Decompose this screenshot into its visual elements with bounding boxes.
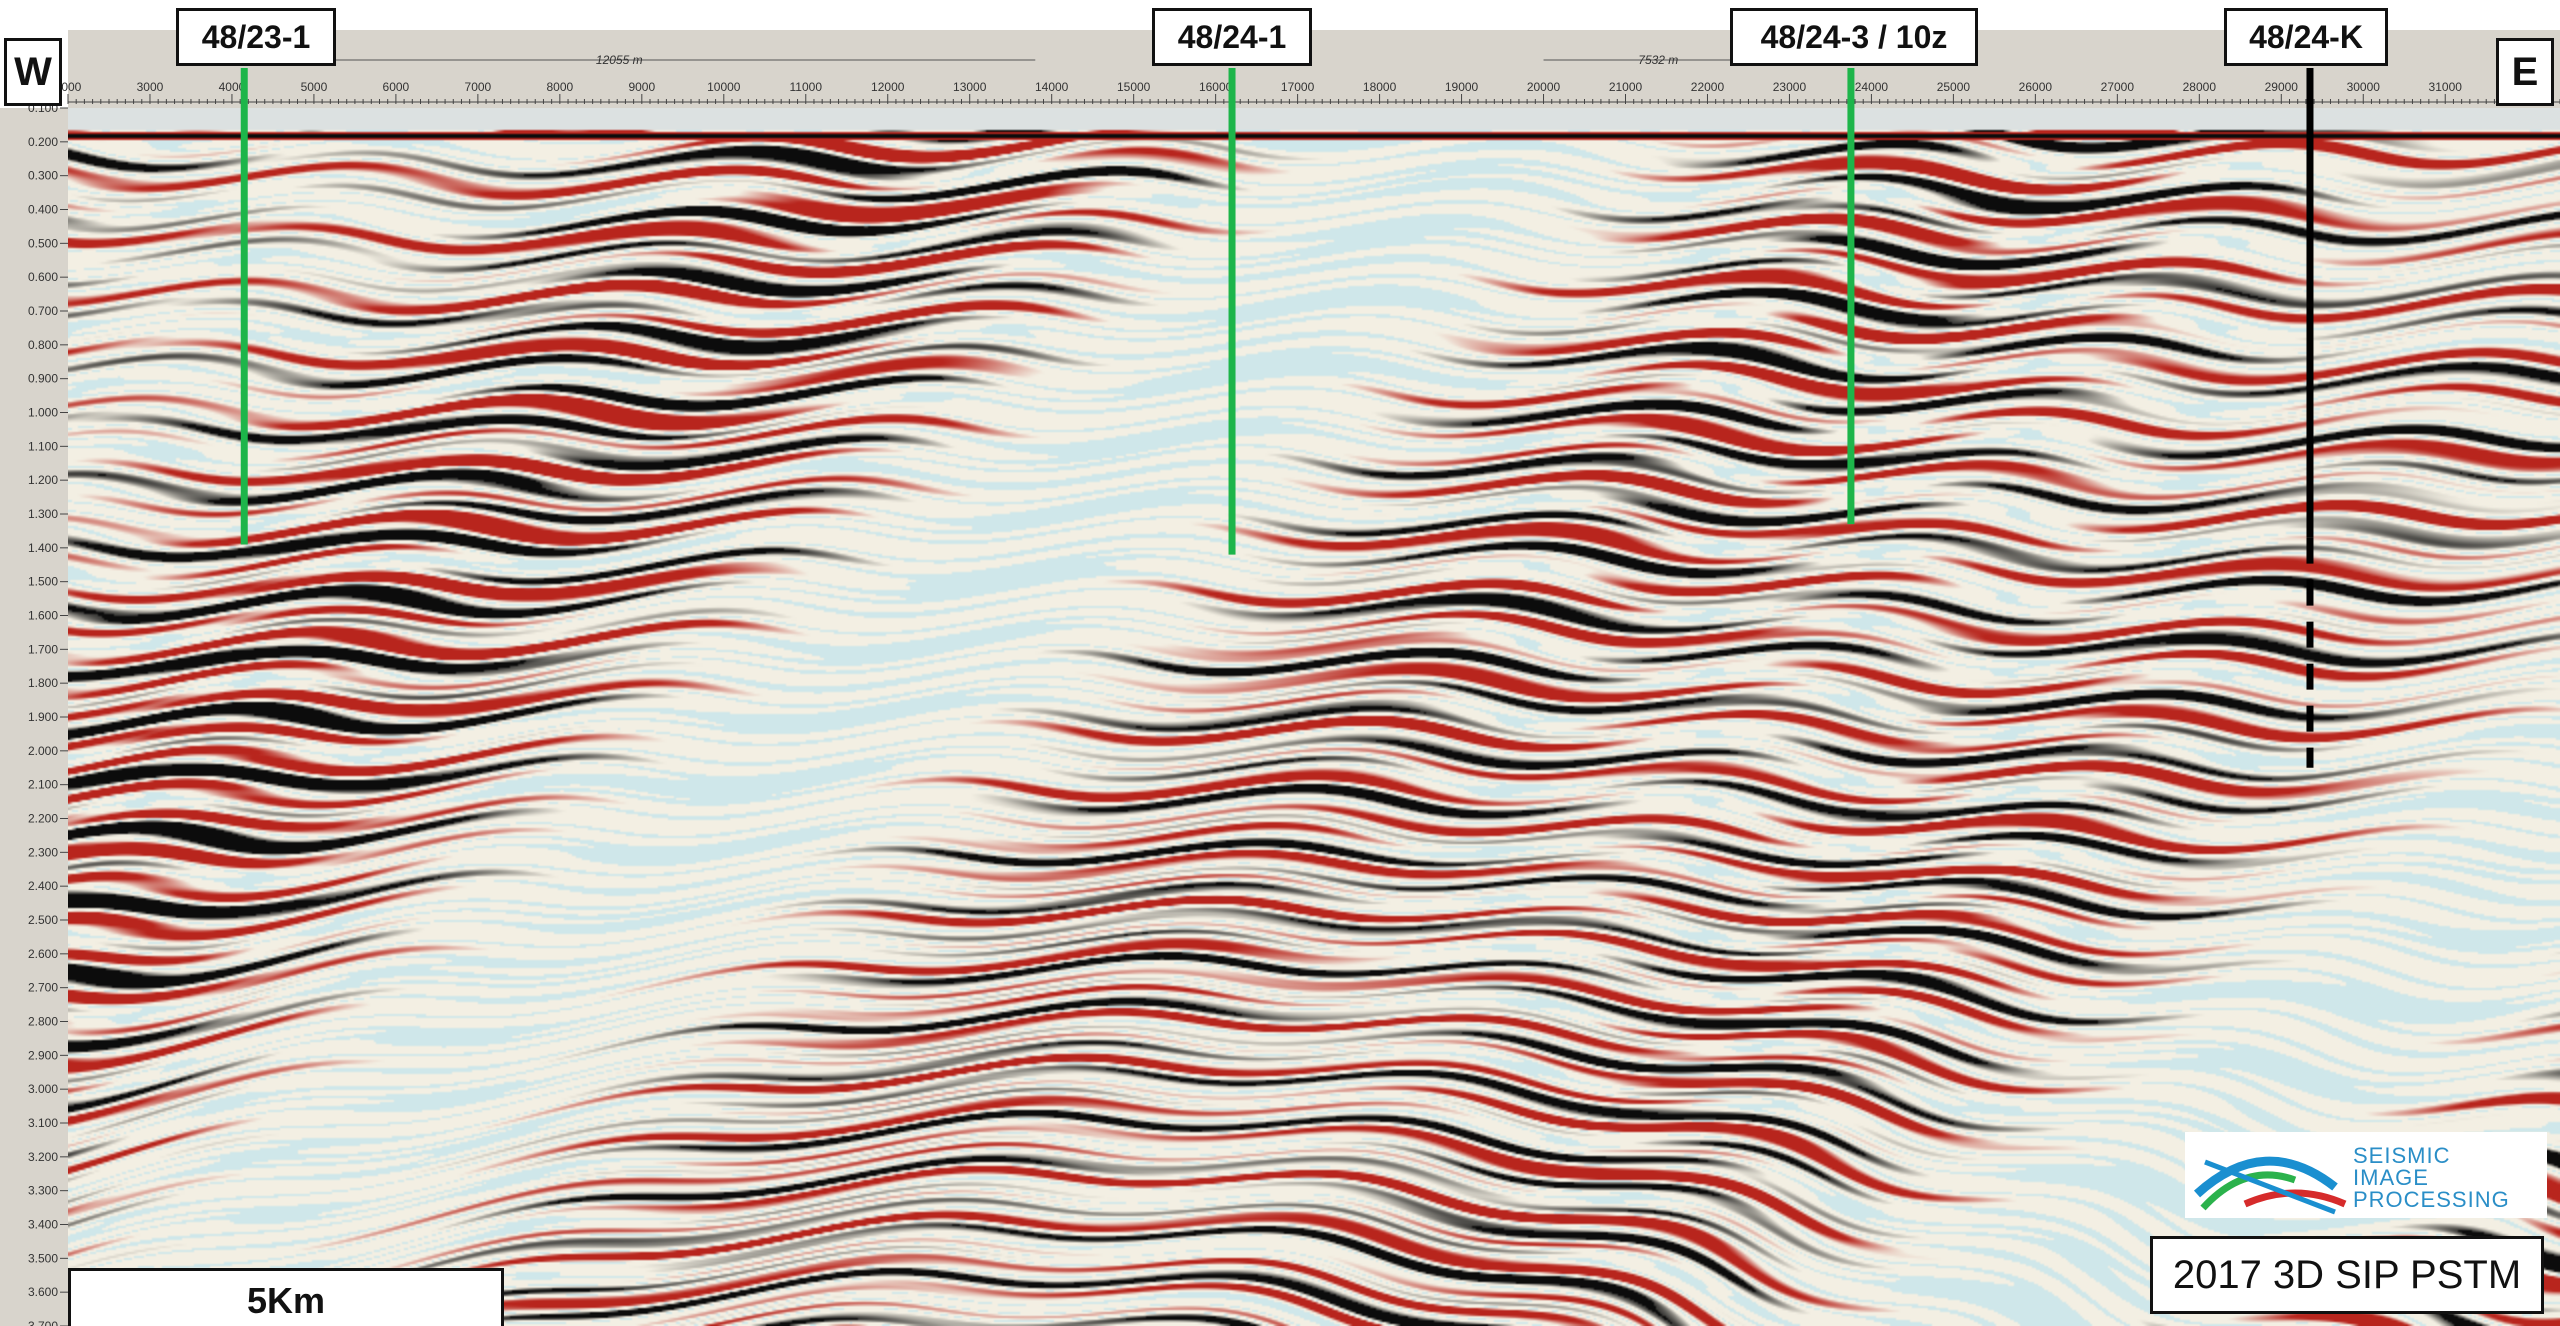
seismic-image-processing-logo: SEISMIC IMAGE PROCESSING <box>2185 1132 2547 1218</box>
logo-arcs-icon <box>2193 1156 2347 1215</box>
time-axis-band <box>0 108 68 1326</box>
well-label-48-24-3-10z: 48/24-3 / 10z <box>1730 8 1978 66</box>
trace-axis-band <box>68 30 2560 108</box>
processing-stamp: 2017 3D SIP PSTM <box>2150 1236 2544 1314</box>
well-label-48-23-1: 48/23-1 <box>176 8 336 66</box>
east-label: E <box>2496 38 2554 106</box>
scale-bar <box>68 1268 504 1326</box>
well-label-48-24-1: 48/24-1 <box>1152 8 1312 66</box>
scale-bar-label: 5Km <box>246 1280 326 1321</box>
seismic-image <box>68 108 2560 1326</box>
well-label-48-24-k: 48/24-K <box>2224 8 2388 66</box>
logo-text-line-1: SEISMIC <box>2353 1143 2451 1168</box>
logo-text-line-2: IMAGE <box>2353 1165 2429 1190</box>
west-label: W <box>4 38 62 106</box>
logo-text-line-3: PROCESSING <box>2353 1187 2510 1212</box>
